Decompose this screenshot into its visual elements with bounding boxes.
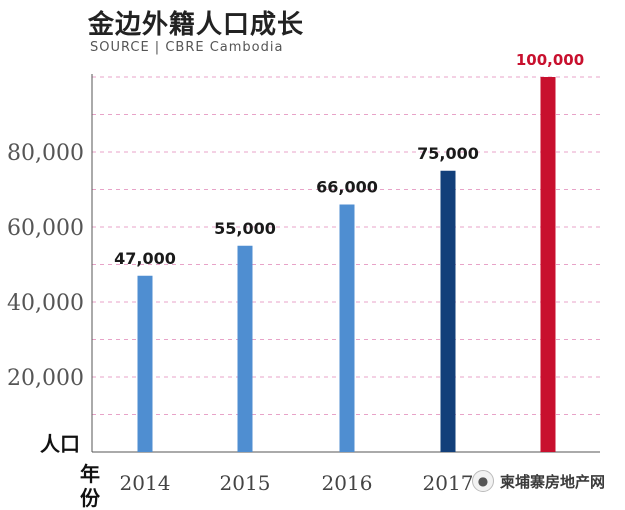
y-tick-label: 60,000 [7,216,84,241]
x-tick-label: 2016 [322,471,373,495]
x-tick-label: 2017 [423,471,474,495]
y-tick-label: 40,000 [7,291,84,316]
watermark-text: 柬埔寨房地产网 [500,472,606,491]
data-label: 66,000 [316,178,378,197]
bar [137,275,153,452]
x-axis-label: 年 份 [78,462,102,510]
y-tick-label: 80,000 [7,141,84,166]
y-axis-label: 人口 [40,432,80,456]
y-tick-label: 20,000 [7,366,84,391]
x-axis-label-line2: 份 [80,486,100,510]
bar [237,245,253,452]
bar [440,170,456,452]
watermark: ● 柬埔寨房地产网 [472,470,605,492]
bar [540,77,556,452]
data-label: 75,000 [417,144,479,163]
data-label: 47,000 [114,249,176,268]
x-tick-label: 2015 [220,471,271,495]
bar [339,204,355,452]
data-label: 100,000 [516,51,584,69]
data-label: 55,000 [214,219,276,238]
x-tick-label: 2014 [120,471,171,495]
x-axis-label-line1: 年 [80,462,100,486]
source-note: SOURCE | CBRE Cambodia [90,40,284,55]
chart-title: 金边外籍人口成长 [88,10,305,40]
wechat-icon: ● [472,470,494,492]
